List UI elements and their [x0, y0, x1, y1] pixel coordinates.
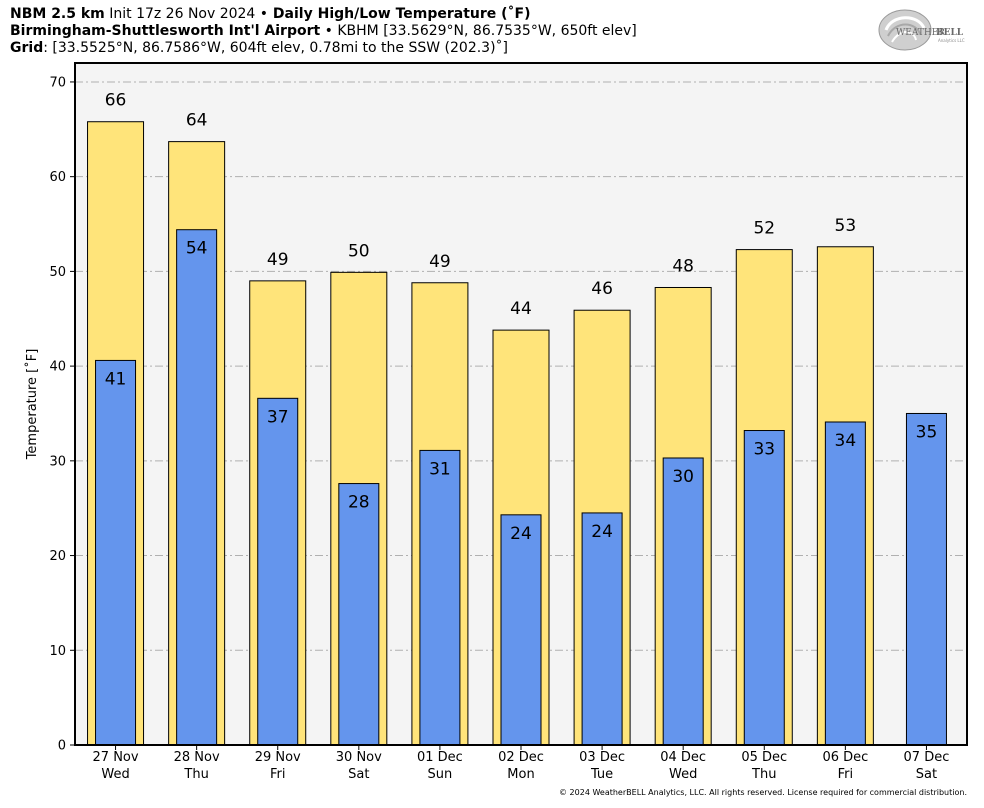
high-temp-label: 64	[186, 111, 208, 131]
low-temp-label: 33	[753, 440, 775, 460]
low-temp-label: 28	[348, 493, 370, 513]
low-temp-bar	[257, 397, 299, 746]
bar-series	[87, 121, 947, 746]
x-tick-label-weekday: Sat	[348, 767, 369, 782]
high-temp-label: 48	[672, 256, 694, 276]
x-tick-label-weekday: Thu	[751, 767, 776, 782]
high-temp-label: 52	[753, 219, 775, 239]
x-tick-label-date: 27 Nov	[93, 750, 139, 765]
y-tick-label: 50	[49, 265, 66, 280]
y-tick-label: 60	[49, 170, 66, 185]
station-info: KBHM [33.5629°N, 86.7535°W, 650ft elev]	[332, 23, 637, 39]
bullet: •	[259, 6, 269, 22]
low-temp-label: 34	[835, 431, 857, 451]
x-tick-label-date: 29 Nov	[255, 750, 301, 765]
weatherbell-logo: WEATHER BELL Analytics LLC	[878, 9, 965, 51]
high-temp-label: 49	[429, 252, 451, 272]
product-name: Daily High/Low Temperature (˚F)	[268, 6, 531, 22]
low-temp-bar	[581, 512, 623, 746]
x-tick-label-date: 02 Dec	[498, 750, 544, 765]
y-tick-label: 70	[49, 75, 66, 90]
y-axis: 0 10 20 30 40 50 60 70	[49, 75, 75, 754]
logo-text-brand: BELL	[936, 28, 964, 38]
x-tick-label-weekday: Sat	[916, 767, 937, 782]
x-tick-label-date: 28 Nov	[174, 750, 220, 765]
low-temp-label: 41	[105, 369, 127, 389]
high-temp-label: 44	[510, 299, 532, 319]
high-temp-label: 49	[267, 250, 289, 270]
init-time: Init 17z 26 Nov 2024	[104, 6, 260, 22]
x-tick-label-weekday: Sun	[428, 767, 453, 782]
y-tick-label: 30	[49, 454, 66, 469]
low-temp-label: 54	[186, 239, 208, 259]
x-tick-label-date: 05 Dec	[741, 750, 787, 765]
grid-line: Grid: [33.5525°N, 86.7586°W, 604ft elev,…	[10, 40, 508, 57]
y-tick-label: 20	[49, 549, 66, 564]
station-line: Birmingham-Shuttlesworth Int'l Airport •…	[10, 23, 637, 40]
high-temp-label: 53	[835, 216, 857, 236]
high-temp-label: 66	[105, 91, 127, 111]
low-temp-bar	[743, 430, 785, 746]
model-name: NBM 2.5 km	[10, 6, 105, 22]
low-temp-label: 24	[591, 522, 613, 542]
x-tick-label-weekday: Wed	[101, 767, 129, 782]
low-temp-bar	[338, 483, 380, 746]
low-temp-bar	[500, 514, 542, 746]
grid-info: : [33.5525°N, 86.7586°W, 604ft elev, 0.7…	[43, 40, 509, 56]
y-axis-label: Temperature [˚F]	[24, 349, 40, 461]
low-temp-label: 24	[510, 524, 532, 544]
x-axis: 27 Nov Wed 28 Nov Thu 29 Nov Fri 30 Nov Sat 01 D…	[93, 745, 950, 782]
x-tick-label-date: 30 Nov	[336, 750, 382, 765]
copyright-notice: © 2024 WeatherBELL Analytics, LLC. All r…	[559, 788, 967, 797]
low-temp-bar	[176, 229, 218, 746]
x-tick-label-weekday: Mon	[507, 767, 534, 782]
high-temp-label: 50	[348, 241, 370, 261]
x-tick-label-weekday: Wed	[669, 767, 697, 782]
logo-text-main: WEATHER	[896, 28, 945, 38]
bullet: •	[324, 23, 333, 39]
x-tick-label-date: 07 Dec	[904, 750, 950, 765]
logo-text-sub: Analytics LLC	[938, 38, 965, 43]
low-temp-label: 35	[916, 422, 938, 442]
low-temp-label: 30	[672, 467, 694, 487]
x-tick-label-date: 06 Dec	[822, 750, 868, 765]
y-tick-label: 40	[49, 360, 66, 375]
bar-value-labels: 66 41 64 54 49 37 50 28 49 31 44 24 46 24 48 30 52 33 53 34…	[105, 91, 938, 544]
chart-title-line: NBM 2.5 km Init 17z 26 Nov 2024 • Daily …	[10, 6, 531, 23]
y-tick-label: 10	[49, 644, 66, 659]
y-tick-label: 0	[58, 739, 66, 754]
x-tick-label-date: 01 Dec	[417, 750, 463, 765]
grid-label: Grid	[10, 40, 44, 56]
x-tick-label-date: 03 Dec	[579, 750, 625, 765]
low-temp-label: 31	[429, 459, 451, 479]
low-temp-bar	[662, 457, 704, 746]
station-name: Birmingham-Shuttlesworth Int'l Airport	[10, 23, 321, 39]
low-temp-bar	[905, 412, 947, 746]
high-temp-label: 46	[591, 279, 613, 299]
x-tick-label-weekday: Tue	[590, 767, 613, 782]
x-tick-label-weekday: Thu	[183, 767, 208, 782]
x-tick-label-date: 04 Dec	[660, 750, 706, 765]
x-tick-label-weekday: Fri	[270, 767, 286, 782]
x-tick-label-weekday: Fri	[838, 767, 854, 782]
low-temp-bar	[824, 421, 866, 746]
low-temp-bar	[419, 449, 461, 746]
low-temp-bar	[95, 359, 137, 746]
low-temp-label: 37	[267, 407, 289, 427]
